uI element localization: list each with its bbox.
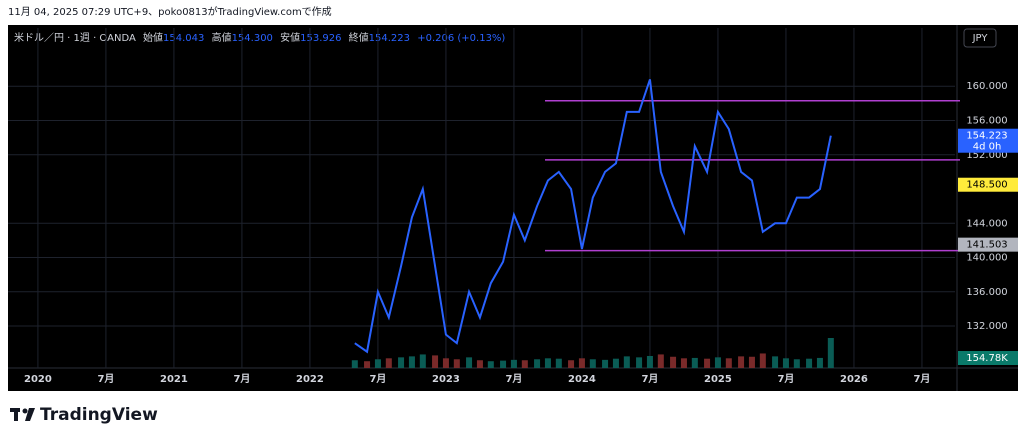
header: 11月 04, 2025 07:29 UTC+9、poko0813がTradin… — [8, 5, 332, 18]
logo-mark — [14, 408, 18, 421]
currency-text[interactable]: JPY — [972, 33, 989, 44]
volume-bar — [612, 358, 619, 368]
price-line — [354, 79, 832, 354]
logo: TradingView — [10, 405, 158, 425]
legend-label: 終値 — [349, 31, 369, 44]
x-tick-label: 7月 — [97, 373, 114, 385]
x-tick-label: 2024 — [568, 374, 596, 385]
x-tick-label: 7月 — [233, 373, 250, 385]
x-tick-label: 7月 — [913, 373, 930, 385]
volume-bar — [578, 358, 585, 368]
brand: TradingView — [40, 405, 158, 425]
x-tick-label: 2025 — [704, 374, 732, 385]
volume-bar — [364, 361, 371, 368]
volume-bar — [568, 360, 575, 368]
volume-bar — [714, 357, 721, 368]
volume-bar — [602, 359, 609, 368]
volume-bar — [432, 355, 439, 368]
volume-bar — [725, 358, 732, 368]
y-tick-label: 136.000 — [966, 287, 1007, 298]
volume-bar — [385, 358, 392, 368]
volume-bar — [827, 338, 834, 368]
legend-symbol: 米ドル／円 · 1週 · OANDA — [14, 31, 136, 44]
volume-bar — [670, 356, 677, 368]
volume-bar — [487, 361, 494, 368]
currency-button[interactable] — [963, 28, 997, 48]
volume-bar — [374, 359, 381, 368]
volume-bar — [680, 358, 687, 368]
y-tick-label: 152.000 — [966, 150, 1007, 161]
x-tick-label: 2021 — [160, 374, 188, 385]
volume-bar — [510, 359, 517, 368]
price-tag — [958, 128, 1018, 153]
volume-bar — [555, 358, 562, 368]
legend-change: +0.206 (+0.13%) — [417, 33, 505, 44]
legend: 米ドル／円 · 1週 · OANDA 始値154.043 高値154.300 安… — [14, 31, 505, 44]
volume-bar — [657, 354, 664, 368]
legend-label: 高値 — [212, 31, 232, 44]
volume-tag-label: 154.78K — [966, 353, 1008, 364]
y-tick-label: 144.000 — [966, 218, 1007, 229]
x-tick-label: 7月 — [641, 373, 658, 385]
x-tick-label: 7月 — [369, 373, 386, 385]
x-tick-label: 2026 — [840, 374, 868, 385]
volume-bar — [806, 358, 813, 368]
volume-bar — [738, 356, 745, 368]
price-tag-label: 141.503 — [966, 240, 1007, 251]
legend-value: 154.223 — [369, 33, 410, 44]
volume-tag — [958, 351, 1018, 365]
price-tag-label: 154.223 — [966, 131, 1007, 142]
legend-value: 154.043 — [163, 33, 204, 44]
volume-bar — [442, 358, 449, 368]
volume-bar — [772, 356, 779, 368]
y-tick-label: 160.000 — [966, 81, 1007, 92]
volume-bar — [623, 356, 630, 368]
volume-bar — [453, 359, 460, 368]
chart-bg — [8, 25, 1018, 391]
y-tick-label: 140.000 — [966, 253, 1007, 264]
y-tick-label: 156.000 — [966, 115, 1007, 126]
x-tick-label: 7月 — [505, 373, 522, 385]
logo-mark — [22, 408, 28, 414]
volume-bar — [782, 358, 789, 368]
volume-bar — [398, 357, 405, 368]
volume-bar — [793, 359, 800, 368]
volume-bar — [544, 358, 551, 368]
price-tag-label: 148.500 — [966, 180, 1007, 191]
y-tick-label: 132.000 — [966, 321, 1007, 332]
volume-bar — [636, 357, 643, 368]
price-tag-sub: 4d 0h — [973, 142, 1002, 153]
x-tick-label: 2023 — [432, 374, 460, 385]
volume-bar — [646, 355, 653, 368]
x-tick-label: 2022 — [296, 374, 324, 385]
volume-bar — [759, 353, 766, 368]
volume-bar — [351, 360, 358, 368]
volume-bar — [534, 359, 541, 368]
volume-bar — [419, 354, 426, 368]
volume-bar — [704, 358, 711, 368]
volume-bar — [521, 360, 528, 368]
volume-bar — [466, 357, 473, 368]
volume-bar — [748, 356, 755, 368]
legend-label: 始値 — [143, 31, 163, 44]
volume-bar — [816, 357, 823, 368]
legend-value: 153.926 — [300, 33, 341, 44]
x-tick-label: 2020 — [24, 374, 52, 385]
price-tag — [958, 237, 1018, 252]
x-tick-label: 7月 — [777, 373, 794, 385]
legend-label: 安値 — [280, 31, 300, 44]
logo-mark — [25, 408, 35, 421]
volume-bar — [408, 356, 415, 368]
volume-bar — [476, 360, 483, 368]
legend-value: 154.300 — [232, 33, 273, 44]
volume-bar — [589, 359, 596, 368]
price-tag — [958, 177, 1018, 192]
volume-bar — [691, 357, 698, 368]
volume-bar — [500, 360, 507, 368]
